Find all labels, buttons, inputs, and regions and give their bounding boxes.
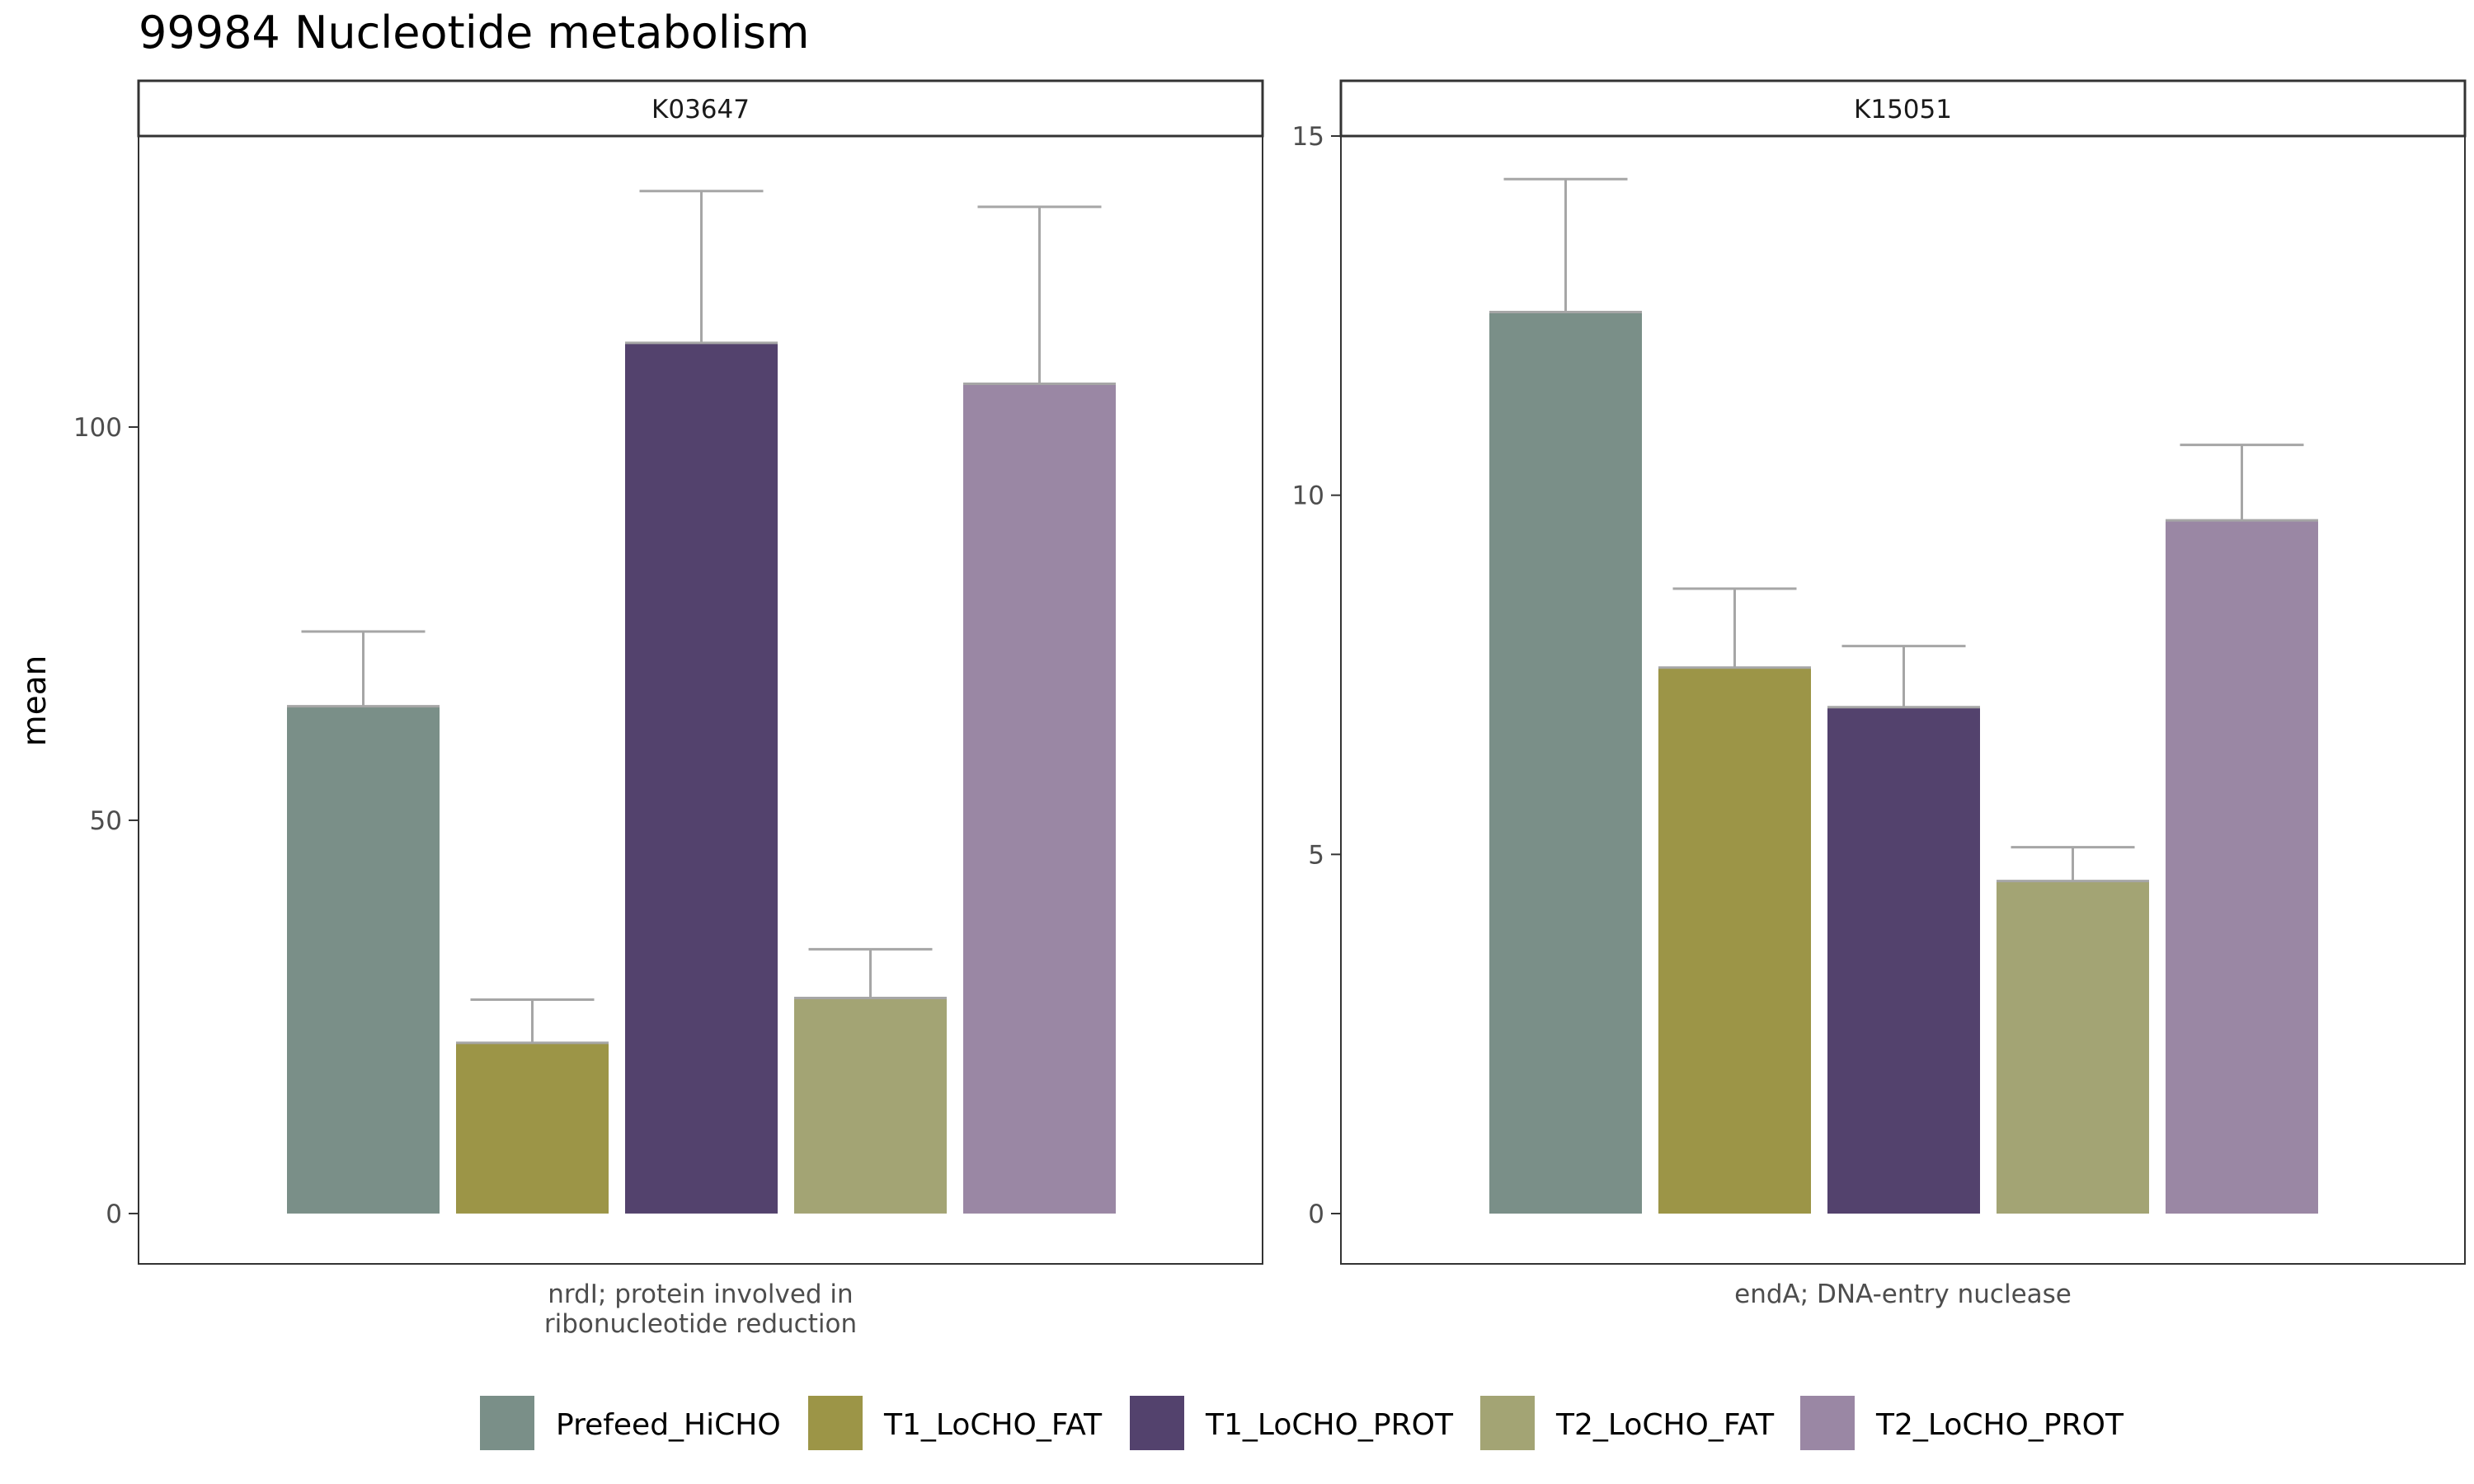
y-tick-label: 100 — [73, 413, 122, 443]
legend-swatch — [1480, 1396, 1535, 1450]
bar-T2_LoCHO_FAT — [794, 998, 947, 1214]
y-tick-label: 0 — [1308, 1200, 1324, 1229]
bar-Prefeed_HiCHO — [1489, 312, 1642, 1214]
facet-strip-label: K15051 — [1854, 95, 1952, 124]
legend-label: T1_LoCHO_PROT — [1205, 1408, 1454, 1442]
x-axis-label: endA; DNA-entry nuclease — [1734, 1280, 2072, 1309]
panel-border — [1340, 135, 2466, 1265]
error-bar-T2_LoCHO_PROT — [2166, 444, 2318, 522]
legend-item-T1_LoCHO_PROT: T1_LoCHO_PROT — [1130, 1396, 1454, 1450]
y-tick-label: 0 — [106, 1200, 122, 1229]
panel-K15051: K15051 0 5 10 15 endA; DNA-entry nuclease — [1292, 79, 2467, 1309]
legend-item-Prefeed_HiCHO: Prefeed_HiCHO — [480, 1396, 781, 1450]
legend-item-T2_LoCHO_PROT: T2_LoCHO_PROT — [1800, 1396, 2124, 1450]
legend-swatch — [480, 1396, 534, 1450]
error-bar-T1_LoCHO_PROT — [1827, 645, 1980, 709]
y-tick-label: 5 — [1308, 840, 1324, 870]
x-axis-label: nrdI; protein involved in — [548, 1280, 853, 1309]
facet-strip-label: K03647 — [651, 95, 750, 124]
y-tick-label: 10 — [1292, 481, 1324, 511]
bar-T1_LoCHO_FAT — [1658, 667, 1811, 1214]
bar-T1_LoCHO_PROT — [1827, 707, 1980, 1214]
bar-T2_LoCHO_PROT — [963, 383, 1116, 1214]
legend: Prefeed_HiCHO T1_LoCHO_FAT T1_LoCHO_PROT T2… — [480, 1396, 2124, 1450]
panel-K03647: K03647 0 50 100 nrdI; protein involved inrib… — [73, 79, 1264, 1339]
legend-swatch — [1130, 1396, 1184, 1450]
error-bar-Prefeed_HiCHO — [1489, 177, 1642, 313]
panel-border — [138, 135, 1263, 1265]
bar-T2_LoCHO_PROT — [2166, 520, 2318, 1214]
legend-label: T2_LoCHO_PROT — [1875, 1408, 2124, 1442]
facet-strip — [1339, 79, 2467, 138]
error-bar-T1_LoCHO_FAT — [456, 998, 609, 1045]
bar-Prefeed_HiCHO — [287, 706, 440, 1214]
error-bar-T2_LoCHO_PROT — [963, 205, 1116, 386]
legend-swatch — [1800, 1396, 1855, 1450]
error-bar-T1_LoCHO_FAT — [1658, 587, 1811, 669]
bar-T2_LoCHO_FAT — [1997, 881, 2149, 1214]
bar-T1_LoCHO_FAT — [456, 1042, 609, 1214]
chart-title: 99984 Nucleotide metabolism — [139, 7, 810, 59]
legend-swatch — [808, 1396, 863, 1450]
error-bar-Prefeed_HiCHO — [287, 630, 440, 708]
facet-strip — [137, 79, 1264, 138]
y-tick-label: 15 — [1292, 122, 1324, 152]
legend-item-T2_LoCHO_FAT: T2_LoCHO_FAT — [1480, 1396, 1775, 1450]
error-bar-T2_LoCHO_FAT — [1997, 846, 2149, 883]
legend-label: T1_LoCHO_FAT — [883, 1408, 1103, 1442]
legend-item-T1_LoCHO_FAT: T1_LoCHO_FAT — [808, 1396, 1103, 1450]
legend-label: T2_LoCHO_FAT — [1555, 1408, 1775, 1442]
legend-label: Prefeed_HiCHO — [556, 1408, 781, 1442]
error-bar-T2_LoCHO_FAT — [794, 947, 947, 1000]
bar-T1_LoCHO_PROT — [625, 342, 778, 1214]
x-axis-label: ribonucleotide reduction — [544, 1309, 857, 1339]
y-axis-title: mean — [16, 655, 54, 747]
y-tick-label: 50 — [90, 806, 122, 836]
error-bar-T1_LoCHO_PROT — [625, 190, 778, 345]
